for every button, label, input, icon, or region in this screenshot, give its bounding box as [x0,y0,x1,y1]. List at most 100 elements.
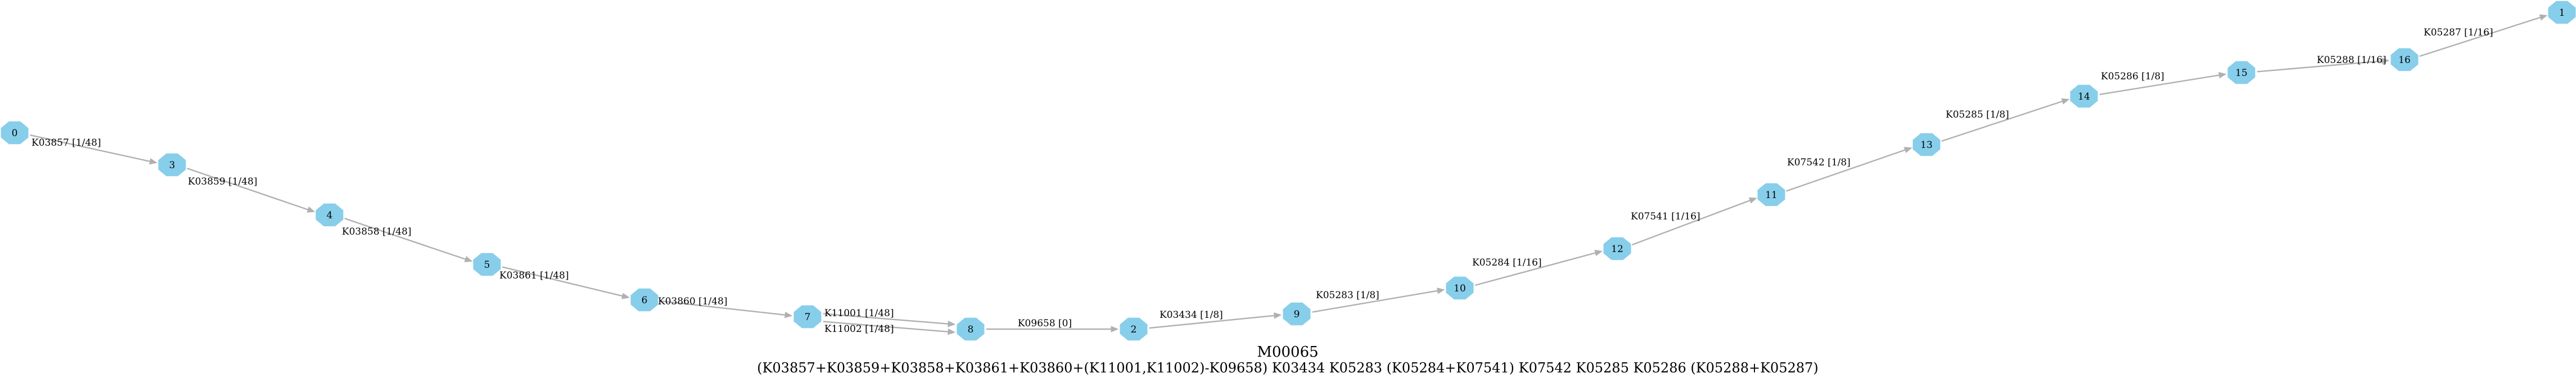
arrowhead [149,158,157,165]
edge-7-8 [823,313,956,327]
node-shape [473,253,501,276]
node-shape [315,203,344,227]
arrowhead [1111,326,1119,332]
node-shape [1,121,29,145]
node-shape [158,153,186,177]
arrowhead [1594,249,1603,257]
arrowhead [464,256,473,263]
edge-label: K11001 [1/48] [824,308,894,319]
edge-14-15 [2099,71,2227,96]
node-7: 7 [793,305,822,329]
edge-label: K03861 [1/48] [499,270,569,281]
node-shape [793,305,822,329]
edge-label: K05288 [1/16] [2317,55,2386,66]
node-label: 5 [484,259,490,271]
node-shape [1283,302,1311,326]
edge-line [30,134,151,163]
node-shape [2390,48,2419,71]
edge-11-13 [1786,147,1912,192]
edge-line [823,321,949,332]
node-12: 12 [1603,237,1631,260]
node-shape [1757,183,1785,206]
node-shape [1446,276,1474,300]
edge-line [823,313,949,325]
edge-label: K11002 [1/48] [824,323,894,335]
node-4: 4 [315,203,344,227]
node-shape [630,288,658,312]
edge-line [502,266,623,297]
arrowhead [621,293,630,299]
node-2: 2 [1120,317,1148,341]
arrowhead [1748,197,1757,204]
node-shape [2227,61,2255,84]
edge-line [1474,252,1596,286]
node-6: 6 [630,288,658,312]
edge-label: K03858 [1/48] [342,226,412,237]
node-label: 14 [2078,91,2090,102]
node-label: 0 [12,128,18,139]
node-13: 13 [1912,133,1941,156]
node-label: 4 [327,210,333,221]
node-3: 3 [158,153,186,177]
node-5: 5 [473,253,501,276]
arrowhead [1437,287,1445,294]
edge-line [1312,290,1438,313]
edge-9-10 [1312,287,1445,313]
edge-line [2419,16,2541,57]
node-label: 11 [1765,190,1778,201]
edge-line [660,300,786,316]
node-label: 13 [1920,140,1933,151]
edge-7-8 [823,321,956,335]
edge-8-2 [986,326,1119,332]
node-label: 7 [805,312,811,323]
node-label: 10 [1454,283,1466,294]
edge-label: K05287 [1/16] [2424,27,2493,38]
edge-4-5 [344,218,473,263]
arrowhead [1274,312,1282,319]
node-8: 8 [957,317,985,341]
edge-line [1941,100,2063,142]
edge-label: K05283 [1/8] [1316,290,1379,301]
edge-3-4 [187,168,315,213]
module-title: M00065 [1257,344,1318,361]
node-label: 2 [1131,324,1137,335]
arrowhead [2539,14,2548,21]
node-1: 1 [2548,1,2576,24]
edges-layer [30,14,2548,335]
edge-line [1631,200,1751,246]
edge-line [2257,60,2383,73]
node-10: 10 [1446,276,1474,300]
node-16: 16 [2390,48,2419,71]
node-label: 3 [169,160,175,171]
edge-line [344,218,466,260]
edge-line [1786,149,1906,192]
edge-label: K03860 [1/48] [658,296,728,307]
arrowhead [2381,57,2390,65]
nodes-layer: 0 3 4 5 6 7 8 2 9 10 12 11 13 14 15 16 1 [1,1,2576,341]
edge-line [2099,74,2219,96]
node-14: 14 [2070,84,2098,108]
edge-line [1149,314,1275,329]
edge-label: K05284 [1/16] [1472,257,1542,268]
node-label: 8 [968,324,974,335]
module-definition: (K03857+K03859+K03858+K03861+K03860+(K11… [757,360,1819,376]
edge-label: K05285 [1/8] [1946,109,2009,120]
edge-label: K09658 [0] [1018,318,1072,329]
edge-0-3 [30,134,157,165]
node-9: 9 [1283,302,1311,326]
edge-2-9 [1149,312,1282,329]
edge-6-7 [660,300,793,318]
edge-5-6 [502,266,630,299]
node-shape [1912,133,1941,156]
arrowhead [2061,98,2070,105]
node-shape [1120,317,1148,341]
edge-line [187,168,309,210]
node-label: 9 [1294,309,1300,320]
arrowhead [306,206,315,213]
edge-label: K05286 [1/8] [2101,71,2164,82]
node-shape [2070,84,2098,108]
edge-label: K03857 [1/48] [31,137,101,149]
node-label: 12 [1611,244,1623,255]
arrowhead [948,328,956,335]
